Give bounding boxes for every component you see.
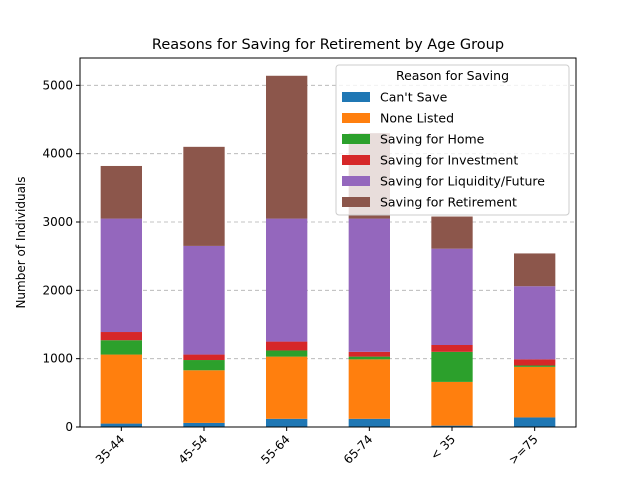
plot-frame: [79, 57, 577, 428]
bar-saving-for-liquidity-future-75: [514, 286, 556, 360]
y-tick-label: 0: [65, 420, 73, 434]
bar-saving-for-liquidity-future-35-44: [100, 218, 142, 333]
bar-saving-for-home-65-74: [348, 356, 390, 360]
legend-swatch-saving-for-retirement: [342, 197, 370, 207]
bar-saving-for-home-35: [431, 351, 473, 382]
legend-swatch-saving-for-home: [342, 134, 370, 144]
bar-saving-for-retirement-35-44: [100, 165, 142, 219]
legend-swatch-saving-for-liquidity-future: [342, 176, 370, 186]
bar-saving-for-home-75: [514, 365, 556, 367]
bar-saving-for-liquidity-future-55-64: [266, 218, 308, 342]
bar-saving-for-retirement-55-64: [266, 75, 308, 219]
legend-title: Reason for Saving: [396, 68, 509, 83]
bar-saving-for-retirement-45-54: [183, 146, 225, 246]
bar-saving-for-home-35-44: [100, 340, 142, 355]
legend-items: Can't Save None Listed Saving for Home Savi…: [342, 90, 545, 210]
bar-saving-for-liquidity-future-45-54: [183, 245, 225, 355]
legend-label-none-listed: None Listed: [380, 111, 454, 126]
legend-label-can-t-save: Can't Save: [380, 90, 448, 105]
bar-can-t-save-65-74: [348, 418, 390, 427]
bar-none-listed-65-74: [348, 359, 390, 419]
bar-saving-for-investment-55-64: [266, 341, 308, 351]
bar-saving-for-investment-65-74: [348, 351, 390, 357]
bar-saving-for-home-45-54: [183, 360, 225, 371]
y-axis: 0 1000 2000 3000 4000 5000: [42, 78, 80, 434]
y-tick-label: 3000: [42, 215, 73, 229]
legend-box: [335, 64, 570, 216]
chart-title: Reasons for Saving for Retirement by Age…: [152, 37, 504, 53]
bar-saving-for-liquidity-future-35: [431, 248, 473, 345]
bar-can-t-save-55-64: [266, 418, 308, 427]
y-tick-label: 1000: [42, 352, 73, 366]
bar-saving-for-investment-45-54: [183, 354, 225, 361]
legend-swatch-none-listed: [342, 113, 370, 123]
legend: Reason for Saving Can't Save None Listed S…: [335, 64, 570, 216]
legend-label-saving-for-liquidity-future: Saving for Liquidity/Future: [380, 174, 545, 189]
legend-swatch-saving-for-investment: [342, 155, 370, 165]
y-tick-label: 4000: [42, 147, 73, 161]
bar-saving-for-investment-35-44: [100, 332, 142, 341]
y-tick-label: 5000: [42, 78, 73, 92]
bar-none-listed-35: [431, 381, 473, 426]
legend-label-saving-for-home: Saving for Home: [380, 132, 485, 147]
bar-saving-for-liquidity-future-65-74: [348, 218, 390, 352]
bar-saving-for-retirement-75: [514, 253, 556, 287]
bar-none-listed-35-44: [100, 354, 142, 424]
bar-saving-for-retirement-35: [431, 216, 473, 249]
y-axis-label: Number of Individuals: [14, 176, 28, 308]
y-tick-label: 2000: [42, 283, 73, 297]
legend-label-saving-for-retirement: Saving for Retirement: [380, 195, 517, 210]
legend-swatch-can-t-save: [342, 92, 370, 102]
bar-can-t-save-45-54: [183, 422, 225, 427]
bar-saving-for-home-55-64: [266, 350, 308, 357]
bar-can-t-save-35-44: [100, 423, 142, 427]
bar-saving-for-investment-75: [514, 359, 556, 366]
bar-none-listed-55-64: [266, 356, 308, 419]
legend-label-saving-for-investment: Saving for Investment: [380, 153, 518, 168]
bar-none-listed-75: [514, 366, 556, 418]
bar-can-t-save-35: [431, 425, 473, 427]
bar-can-t-save-75: [514, 417, 556, 427]
bar-saving-for-investment-35: [431, 345, 473, 352]
bar-none-listed-45-54: [183, 370, 225, 423]
